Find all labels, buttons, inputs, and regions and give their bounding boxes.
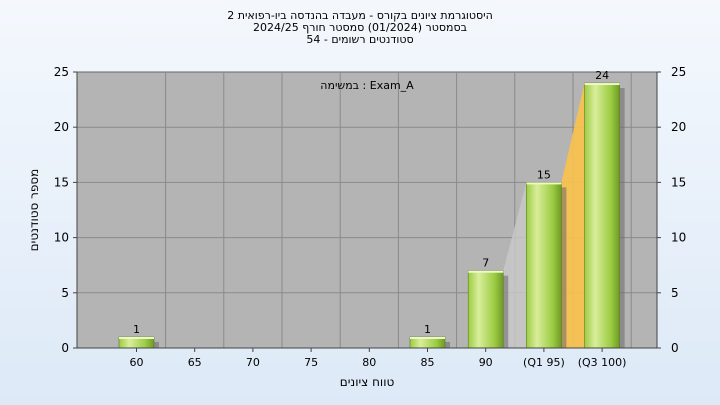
- y-tick-label-right: 10: [671, 231, 686, 245]
- bar-data-label: 24: [595, 69, 609, 82]
- chart-title-line-1: היסטוגרמת ציונים בקורס - מעבדה בהנדסה בי…: [227, 9, 493, 22]
- chart-title-line-2: בסמסטר (01/2024) סמסטר חורף 2024/25: [253, 21, 467, 34]
- y-tick-label-left: 25: [54, 65, 69, 79]
- x-tick-label: 75: [304, 356, 318, 369]
- x-tick-label: 65: [188, 356, 202, 369]
- x-tick-label: 80: [362, 356, 376, 369]
- bar: [467, 270, 504, 349]
- bar-data-label: 1: [424, 323, 431, 336]
- y-tick-label-left: 20: [54, 120, 69, 134]
- x-tick-label: 85: [421, 356, 435, 369]
- task-annotation: Exam_A : במשימה: [320, 79, 414, 92]
- bar-data-label: 15: [537, 168, 551, 181]
- quartile-band: [561, 83, 585, 348]
- x-tick-label: (Q1 95): [523, 356, 565, 369]
- x-tick-label: 90: [479, 356, 493, 369]
- bar-data-label: 7: [482, 257, 489, 270]
- y-tick-label-right: 0: [671, 341, 679, 355]
- bar: [584, 82, 620, 349]
- chart-title: היסטוגרמת ציונים בקורס - מעבדה בהנדסה בי…: [0, 10, 720, 46]
- y-axis-label: מספר סטודנטים: [27, 168, 41, 252]
- bar-top: [410, 336, 445, 339]
- x-tick-label: (Q3 100): [578, 356, 627, 369]
- bar: [526, 182, 562, 349]
- y-tick-label-left: 5: [61, 286, 69, 300]
- x-tick-label: 60: [130, 356, 144, 369]
- y-tick-label-right: 5: [671, 286, 679, 300]
- bar-data-label: 1: [133, 323, 140, 336]
- bar-top: [526, 182, 562, 185]
- chart-title-line-3: סטודנטים רשומים - 54: [306, 33, 414, 46]
- x-tick-label: 70: [246, 356, 260, 369]
- band-wedge: [503, 182, 527, 348]
- bar-top: [119, 336, 154, 339]
- y-tick-label-right: 15: [671, 175, 686, 189]
- bar-top: [584, 83, 620, 86]
- y-tick-label-left: 0: [61, 341, 69, 355]
- y-tick-label-left: 15: [54, 175, 69, 189]
- y-tick-label-right: 25: [671, 65, 686, 79]
- y-tick-label-left: 10: [54, 231, 69, 245]
- x-axis-label: טווח ציונים: [339, 375, 395, 389]
- y-tick-label-right: 20: [671, 120, 686, 134]
- bar-top: [468, 270, 504, 273]
